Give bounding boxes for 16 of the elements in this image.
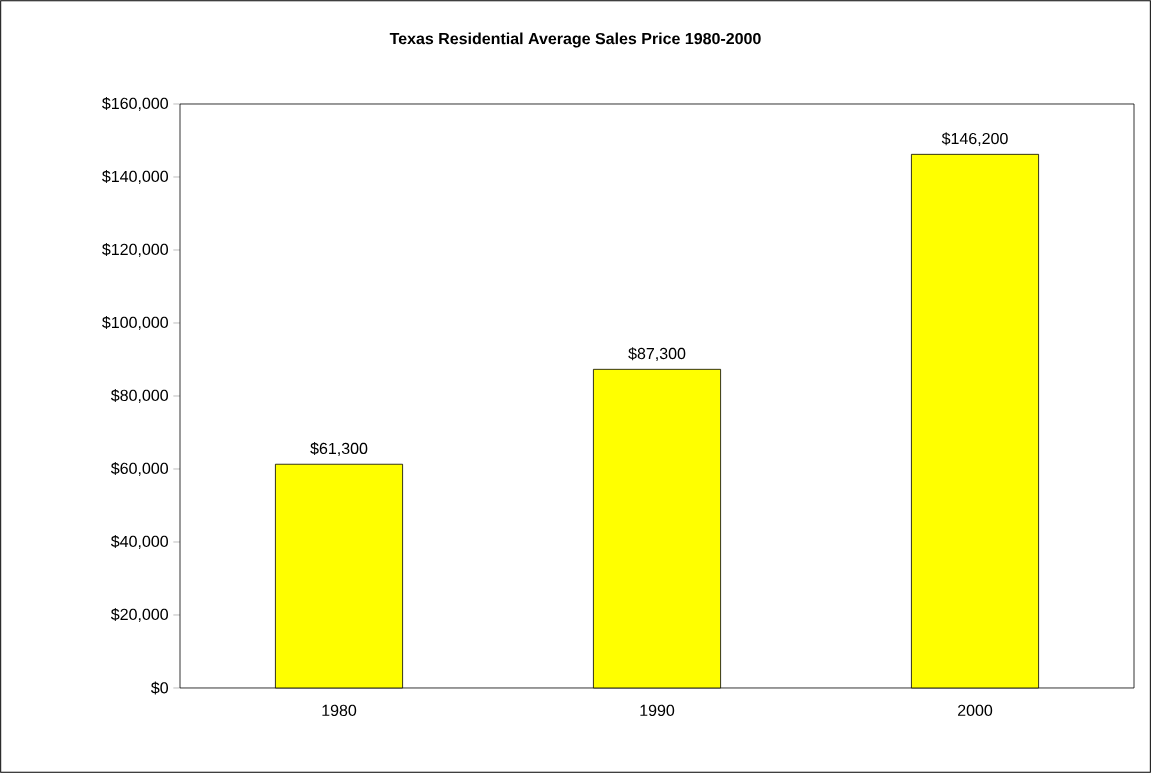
y-tick-label: $120,000 xyxy=(102,243,168,257)
x-tick-label: 1980 xyxy=(322,704,357,717)
x-tick-label: 2000 xyxy=(958,704,993,717)
data-label: $146,200 xyxy=(941,132,1008,147)
data-label: $87,300 xyxy=(628,347,686,362)
chart-title: Texas Residential Average Sales Price 1980-2000 xyxy=(389,32,761,48)
y-tick-label: $0 xyxy=(151,681,169,695)
y-tick-label: $100,000 xyxy=(102,316,168,330)
y-tick-label: $140,000 xyxy=(102,170,168,184)
y-tick-label: $80,000 xyxy=(110,389,168,403)
y-tick-label: $60,000 xyxy=(110,462,168,476)
y-tick-label: $20,000 xyxy=(110,608,168,622)
y-tick-label: $160,000 xyxy=(102,97,168,111)
y-tick-label: $40,000 xyxy=(110,535,168,549)
data-label: $61,300 xyxy=(310,442,368,456)
x-tick-label: 1990 xyxy=(640,704,675,717)
